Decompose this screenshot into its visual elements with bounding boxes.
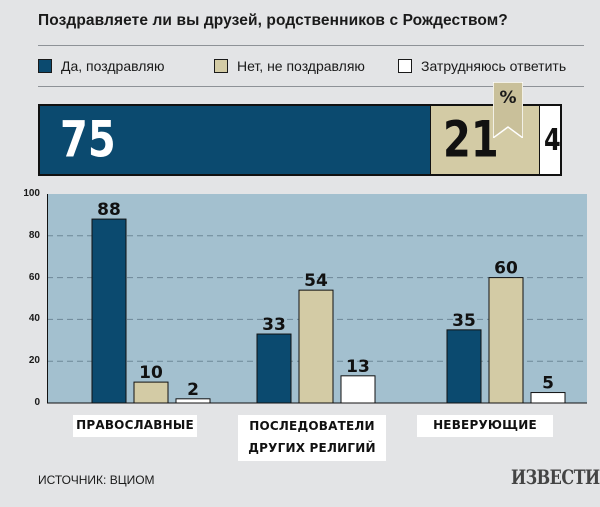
bar-yes-1 (91, 218, 127, 404)
bar-unsure-3 (530, 392, 566, 404)
overall-stacked-bar: 75 21 4 (38, 104, 562, 176)
legend-item-yes: Да, поздравляю (38, 58, 164, 74)
legend-label-unsure: Затрудняюсь ответить (421, 58, 567, 74)
bar-value-label-yes-1: 88 (97, 200, 121, 220)
source-note: ИСТОЧНИК: ВЦИОМ (38, 473, 155, 487)
percent-badge-text: % (499, 88, 517, 108)
category-label-2: ПОСЛЕДОВАТЕЛИ ДРУГИХ РЕЛИГИЙ (238, 415, 386, 461)
legend-swatch-yes (38, 59, 52, 73)
title-divider (38, 45, 584, 46)
legend: Да, поздравляю Нет, не поздравляю Затруд… (38, 58, 584, 78)
bar-yes-3 (446, 329, 482, 404)
grouped-bar-chart-svg: 88 10 2 33 54 13 35 60 5 (47, 194, 587, 404)
category-label-line: ПРАВОСЛАВНЫЕ (76, 418, 194, 432)
legend-divider (38, 86, 584, 87)
legend-item-unsure: Затрудняюсь ответить (398, 58, 566, 74)
bar-yes-2 (256, 333, 292, 404)
y-tick-label-0: 0 (34, 397, 40, 408)
overall-value-label-no: 21 (443, 111, 499, 169)
bar-unsure-1 (175, 398, 211, 404)
legend-label-no: Нет, не поздравляю (237, 58, 365, 74)
legend-swatch-no (214, 59, 228, 73)
legend-item-no: Нет, не поздравляю (214, 58, 365, 74)
publisher-logo: ИЗВЕСТИЯ (511, 466, 600, 489)
bar-unsure-2 (340, 375, 376, 404)
bar-no-2 (298, 289, 334, 404)
bar-value-label-no-3: 60 (494, 259, 518, 279)
overall-segment-yes: 75 (40, 106, 430, 174)
y-tick-label-80: 80 (28, 229, 40, 241)
y-tick-label-100: 100 (23, 188, 40, 199)
percent-badge: % (492, 81, 524, 140)
category-label-line: НЕВЕРУЮЩИЕ (433, 418, 537, 432)
bar-no-1 (133, 381, 169, 404)
bar-value-label-unsure-3: 5 (542, 374, 554, 394)
bar-value-label-no-1: 10 (139, 363, 163, 383)
y-tick-label-20: 20 (28, 355, 40, 367)
bar-value-label-yes-3: 35 (452, 311, 476, 331)
bar-no-3 (488, 277, 524, 404)
category-label-line: ПОСЛЕДОВАТЕЛИ (249, 419, 375, 433)
y-tick-label-60: 60 (28, 271, 40, 283)
overall-value-label-unsure: 4 (544, 122, 561, 158)
bar-value-label-no-2: 54 (304, 271, 328, 291)
legend-swatch-unsure (398, 59, 412, 73)
category-label-3: НЕВЕРУЮЩИЕ (417, 415, 553, 437)
grouped-bar-plot: 88 10 2 33 54 13 35 60 5 (47, 194, 587, 404)
bar-value-label-unsure-1: 2 (187, 380, 199, 400)
category-label-1: ПРАВОСЛАВНЫЕ (73, 415, 197, 437)
bar-value-label-unsure-2: 13 (346, 357, 370, 377)
legend-label-yes: Да, поздравляю (61, 58, 165, 74)
bookmark-ribbon-icon (492, 81, 524, 140)
bar-value-label-yes-2: 33 (262, 315, 286, 335)
overall-value-label-yes: 75 (60, 111, 116, 169)
category-label-line: ДРУГИХ РЕЛИГИЙ (248, 441, 376, 455)
overall-segment-unsure: 4 (539, 106, 561, 174)
chart-title: Поздравляете ли вы друзей, родственников… (38, 12, 508, 29)
y-tick-label-40: 40 (28, 313, 40, 325)
